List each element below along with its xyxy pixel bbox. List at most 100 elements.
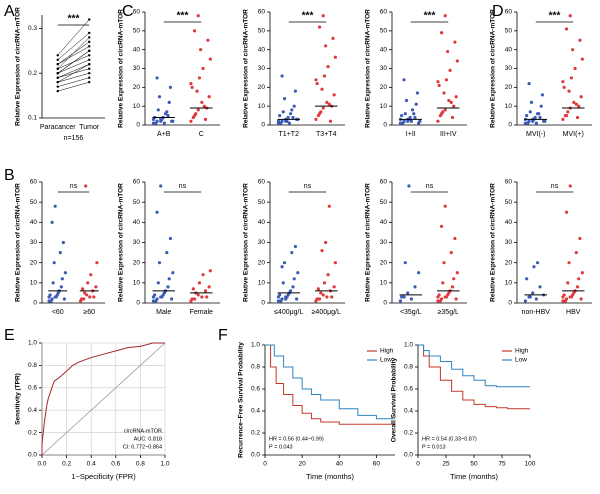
dot — [56, 76, 59, 79]
annotation: HR = 0.56 (0.44~0.99) — [269, 436, 324, 442]
dot — [526, 121, 530, 125]
y-axis-label: Relative Expression of circRNA-mTOR — [243, 183, 250, 302]
dot — [531, 119, 535, 123]
dot — [400, 295, 404, 299]
dot — [47, 295, 51, 299]
dot — [296, 271, 300, 275]
dot — [56, 67, 59, 70]
panel-label: F — [218, 327, 228, 344]
x-tick-label: 100 — [525, 461, 536, 468]
dot — [327, 102, 331, 106]
dot — [332, 93, 336, 97]
dot — [161, 293, 165, 297]
dot — [540, 93, 545, 97]
dot — [49, 299, 53, 303]
dot — [276, 295, 281, 299]
dot — [324, 240, 328, 245]
dot — [580, 57, 584, 61]
pair-line — [57, 81, 90, 92]
annotation: AUC: 0.818 — [134, 436, 162, 442]
dot — [166, 285, 170, 289]
x-tick-label: 0.8 — [136, 461, 145, 468]
x-tick-label: III+IV — [440, 131, 457, 138]
dot — [50, 220, 54, 224]
dot — [325, 295, 329, 299]
dot — [563, 113, 567, 118]
y-axis-label: Relative Expression of circRNA-mTOR — [15, 7, 22, 126]
pair-line — [57, 59, 90, 74]
x-tick-label: 0.0 — [37, 461, 46, 468]
dot — [563, 299, 567, 303]
dot — [203, 117, 208, 121]
dot — [561, 117, 565, 121]
dot — [292, 104, 296, 108]
dot — [201, 66, 205, 71]
y-tick-label: 0 — [383, 122, 387, 129]
x-tick-label: 25 — [442, 461, 450, 468]
annotation: CI: 0.772~0.864 — [123, 444, 162, 450]
y-tick-label: 10 — [380, 280, 388, 287]
curve — [41, 342, 165, 455]
dot — [575, 115, 580, 120]
y-tick-label: 60 — [258, 9, 266, 16]
dot — [56, 58, 59, 61]
dot — [332, 285, 336, 289]
y-tick-label: 40 — [30, 219, 38, 226]
y-tick-label: 0.6 — [251, 386, 260, 393]
dot — [319, 110, 323, 114]
dot — [564, 210, 569, 214]
significance-label: *** — [549, 11, 561, 22]
x-tick-label: 40 — [336, 461, 344, 468]
x-tick-label: non-HBV — [522, 309, 551, 316]
dot — [455, 271, 459, 275]
x-tick-label: ≥400μg/L — [312, 309, 341, 316]
dot — [539, 104, 543, 108]
dot — [151, 295, 156, 299]
y-tick-label: 30 — [505, 65, 513, 72]
significance-label: ns — [426, 183, 434, 190]
y-tick-label: 0 — [136, 122, 140, 129]
dot — [287, 121, 291, 125]
dot — [88, 45, 91, 48]
dot — [577, 104, 581, 108]
dot — [571, 293, 575, 297]
dot — [86, 281, 90, 285]
dot — [538, 285, 542, 289]
dot — [443, 204, 447, 208]
y-tick-label: 0.2 — [28, 429, 37, 436]
dot — [450, 115, 455, 120]
dot — [418, 119, 422, 123]
significance-label: ns — [179, 183, 187, 190]
y-tick-label: 40 — [258, 46, 266, 53]
y-axis-label: Relative Expression of circRNA-mTOR — [490, 9, 497, 128]
dot — [525, 277, 529, 281]
dot — [151, 117, 156, 121]
x-tick-label: HBV — [566, 309, 581, 316]
y-tick-label: 50 — [133, 28, 141, 35]
dot — [402, 295, 406, 299]
y-tick-label: 0.0 — [251, 452, 260, 459]
dot — [415, 91, 420, 95]
dot — [202, 104, 206, 108]
dot — [408, 115, 412, 120]
y-tick-label: 40 — [133, 46, 141, 53]
dot — [88, 80, 91, 84]
dot — [279, 121, 283, 125]
y-tick-label: 30 — [505, 239, 513, 246]
dot — [571, 48, 575, 52]
dot — [88, 76, 91, 79]
y-tick-label: 60 — [133, 179, 141, 186]
dot — [168, 85, 173, 89]
y-tick-label: 50 — [258, 199, 266, 206]
y-tick-label: 60 — [30, 179, 38, 186]
dot — [442, 261, 446, 265]
dot — [200, 100, 204, 104]
dot — [321, 14, 325, 18]
dot — [165, 250, 169, 255]
y-tick-label: 10 — [258, 280, 266, 287]
curve — [265, 344, 395, 420]
dot — [155, 210, 159, 214]
curve — [418, 344, 530, 410]
panel-label: C — [122, 3, 134, 20]
x-tick-label: Paracancer — [40, 124, 76, 131]
